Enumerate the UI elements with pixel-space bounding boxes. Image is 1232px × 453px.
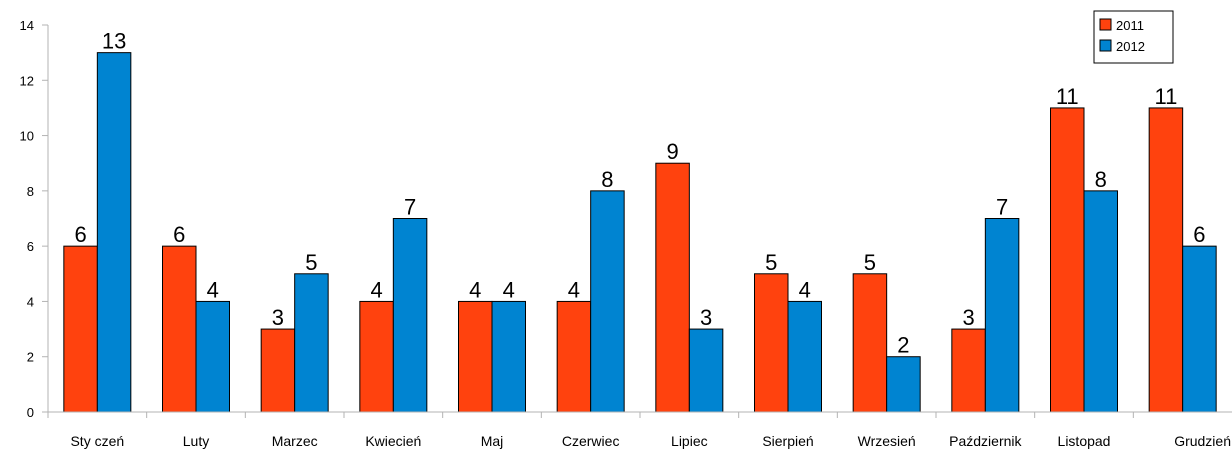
bar-2012-8 <box>886 356 921 413</box>
data-label-2012-0: 13 <box>102 29 126 54</box>
y-tick-label: 14 <box>20 18 34 33</box>
data-label-2011-5: 4 <box>568 277 580 302</box>
legend-swatch-2011 <box>1099 18 1112 31</box>
x-category-label: Sierpień <box>762 433 813 449</box>
y-axis: 0 2 4 6 8 10 12 14 <box>20 18 49 420</box>
data-label-2011-4: 4 <box>469 277 481 302</box>
bar-2011-8 <box>852 273 888 413</box>
bar-2011-3 <box>359 300 394 413</box>
x-category-label: Wrzesień <box>858 433 916 449</box>
data-label-2011-2: 3 <box>272 305 284 330</box>
x-category-label: Listopad <box>1058 433 1111 449</box>
data-label-2012-8: 2 <box>897 333 909 358</box>
legend-label-2011: 2011 <box>1116 18 1144 33</box>
bar-2011-9 <box>951 328 986 413</box>
x-category-label: Maj <box>481 433 504 449</box>
data-label-2012-6: 3 <box>700 305 712 330</box>
data-label-2012-7: 4 <box>799 277 811 302</box>
data-label-2011-7: 5 <box>765 250 777 275</box>
data-label-2011-6: 9 <box>666 139 678 164</box>
y-tick-label: 4 <box>27 294 34 309</box>
bar-2011-6 <box>655 162 690 413</box>
data-label-2011-11: 11 <box>1154 84 1177 109</box>
data-label-2012-9: 7 <box>996 195 1008 220</box>
bar-2011-11 <box>1148 107 1184 413</box>
bar-2012-0 <box>96 52 132 413</box>
bar-2011-0 <box>63 245 98 413</box>
x-axis: Sty czeń Luty Marzec Kwiecień Maj Czerwiec Lip… <box>47 411 1232 449</box>
bar-2011-1 <box>162 245 197 413</box>
data-label-2011-1: 6 <box>173 222 185 247</box>
bar-2011-5 <box>556 300 592 413</box>
bar-2012-1 <box>195 300 230 413</box>
data-label-2012-2: 5 <box>305 250 317 275</box>
bar-2012-6 <box>688 328 724 413</box>
x-category-label: Lipiec <box>671 433 708 449</box>
data-label-2012-11: 6 <box>1193 222 1205 247</box>
bar-2012-7 <box>787 300 822 413</box>
legend-label-2012: 2012 <box>1116 39 1145 54</box>
bar-2011-2 <box>260 328 296 413</box>
bar-2012-4 <box>491 300 526 413</box>
bar-2012-11 <box>1182 245 1217 413</box>
x-category-label: Czerwiec <box>562 433 620 449</box>
bar-2012-10 <box>1083 190 1118 413</box>
bar-2012-3 <box>392 218 428 413</box>
data-label-2012-5: 8 <box>601 167 613 192</box>
data-label-2011-9: 3 <box>962 305 974 330</box>
x-category-label: Luty <box>183 433 209 449</box>
bar-2012-5 <box>590 190 625 413</box>
data-label-2012-1: 4 <box>207 277 219 302</box>
x-category-label: Marzec <box>272 433 318 449</box>
y-tick-label: 10 <box>20 129 34 144</box>
y-tick-label: 6 <box>27 239 34 254</box>
data-label-2011-3: 4 <box>370 277 382 302</box>
legend: 2011 2012 <box>1093 10 1174 64</box>
data-label-2012-10: 8 <box>1095 167 1107 192</box>
x-category-label: Sty czeń <box>70 433 124 449</box>
x-category-label: Kwiecień <box>365 433 421 449</box>
bar-2012-2 <box>294 273 329 413</box>
bar-2011-10 <box>1050 107 1085 413</box>
legend-box <box>1093 10 1174 64</box>
data-label-2011-8: 5 <box>864 250 876 275</box>
bar-2012-9 <box>984 218 1020 413</box>
data-label-2012-4: 4 <box>503 277 515 302</box>
data-label-2012-3: 7 <box>404 195 416 220</box>
y-tick-label: 2 <box>27 350 34 365</box>
bar-2011-4 <box>458 300 493 413</box>
bar-2011-7 <box>754 273 789 413</box>
y-tick-label: 12 <box>20 73 34 88</box>
y-tick-label: 0 <box>27 405 34 420</box>
x-category-label: Październik <box>949 433 1022 449</box>
y-tick-label: 8 <box>27 184 34 199</box>
legend-swatch-2012 <box>1099 39 1112 52</box>
x-category-label: Grudzień <box>1174 433 1231 449</box>
data-label-2011-10: 11 <box>1056 84 1079 109</box>
data-label-2011-0: 6 <box>74 222 86 247</box>
